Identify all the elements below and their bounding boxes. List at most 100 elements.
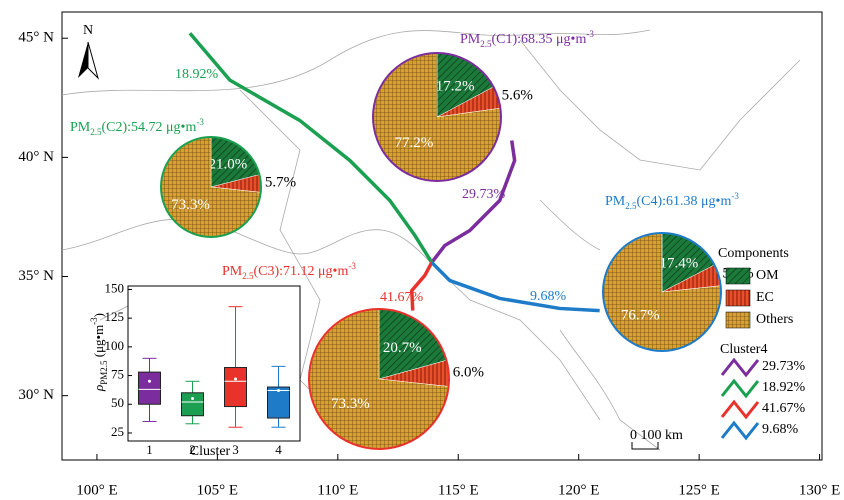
box [181,392,204,417]
legend-swatch [720,357,760,378]
north-label: N [83,23,93,38]
boundaries [61,29,801,451]
title-part: 2.5 [480,39,492,49]
sup: -3 [89,317,99,325]
legend-label: 9.68% [762,422,799,437]
legend-label: 29.73% [762,359,806,374]
x-axis-title: Cluster [190,444,231,459]
unit-end: ) [91,313,106,317]
north-arrow [78,41,99,80]
title-part: -3 [586,29,594,39]
pie-label: 77.2% [395,135,434,151]
rho: ρ [91,385,106,392]
title-part: PM [222,264,243,279]
x-tick-label: 105° E [197,482,238,498]
scale-bar [631,442,659,450]
x-tick-label: 4 [275,442,282,457]
pie-border [308,308,450,450]
pie-border [602,232,722,352]
box [138,371,161,405]
mean [234,377,237,381]
pie-label: 21.0% [208,157,247,173]
x-tick-label: 130° E [799,482,840,498]
x-tick-label: 100° E [76,482,117,498]
title-part: 2.5 [242,271,254,281]
y-tick-label: 25 [111,424,124,439]
pie-border [160,136,262,238]
pie-label: 6.0% [453,364,484,380]
box [224,367,247,408]
legend-label: OM [756,268,779,283]
pie-border [372,52,502,182]
trajectory-share: 41.67% [380,290,424,305]
trajectory [188,32,434,264]
pie-title: PM2.5(C4):61.38 μg•m-3 [605,191,739,211]
title-part: PM [460,32,481,47]
y-tick-label: 75 [111,367,124,382]
y-tick-label: 50 [111,395,124,410]
legend-label: Others [756,312,793,327]
y-tick-label: 100 [105,338,125,353]
pie-label: 76.7% [621,308,660,324]
trajectory [430,261,600,313]
legend-label: 18.92% [762,380,806,395]
y-axis-title: ρPM2.5 (μg•m-3) [89,313,109,392]
legend-swatch [720,399,760,420]
mean [277,388,280,392]
x-tick-label: 1 [146,442,153,457]
title-part: 2.5 [625,201,637,211]
legend-swatch [720,378,760,399]
trajectory-share: 18.92% [175,67,219,82]
pie-label: 73.3% [331,396,370,412]
y-tick-label: 30° N [18,387,54,403]
pie-label: 5.6% [502,87,533,103]
x-tick-label: 125° E [678,482,719,498]
x-tick-label: 120° E [558,482,599,498]
title-part: (C4):61.38 μg•m [636,194,731,209]
legend-swatch [725,289,751,307]
box [267,386,290,419]
title-part: 2.5 [90,127,102,137]
legend-title: Components [718,246,789,261]
trajectory-share: 9.68% [530,289,567,304]
mean [191,397,194,401]
legend-label: 41.67% [762,401,806,416]
trajectory-share: 29.73% [462,187,506,202]
pie-title: PM2.5(C3):71.12 μg•m-3 [222,261,356,281]
title-part: (C3):71.12 μg•m [253,264,348,279]
y-tick-label: 35° N [18,268,54,284]
legend-swatch [725,267,751,285]
title-part: -3 [348,261,356,271]
trajectory [409,261,434,311]
trajectory [430,140,517,264]
pie-label: 20.7% [383,340,422,356]
legend-swatch [720,420,760,441]
x-tick-label: 2 [189,442,196,457]
legend-title: Cluster4 [720,342,767,357]
pie-label: 17.2% [436,78,475,94]
title-part: -3 [731,191,739,201]
unit: (μg•m [91,325,106,361]
title-part: PM [605,194,626,209]
y-tick-label: 45° N [18,30,54,46]
y-tick-label: 125 [105,309,125,324]
title-part: -3 [196,117,204,127]
title-part: (C2):54.72 μg•m [101,120,196,135]
pie-label: 73.3% [171,197,210,213]
pie-label: 17.4% [659,256,698,272]
legend-label: EC [756,290,774,305]
pie-title: PM2.5(C1):68.35 μg•m-3 [460,29,594,49]
legend-swatch [725,311,751,329]
scale-label: 0 100 km [630,428,683,443]
x-tick-label: 3 [232,442,239,457]
x-tick-label: 110° E [317,482,358,498]
sub: PM2.5 [99,360,109,385]
mean [148,379,151,383]
pie-title: PM2.5(C2):54.72 μg•m-3 [70,117,204,137]
pie-label: 5.7% [265,175,296,191]
title-part: (C1):68.35 μg•m [491,32,586,47]
x-tick-label: 115° E [438,482,479,498]
y-tick-label: 40° N [18,149,54,165]
title-part: PM [70,120,91,135]
